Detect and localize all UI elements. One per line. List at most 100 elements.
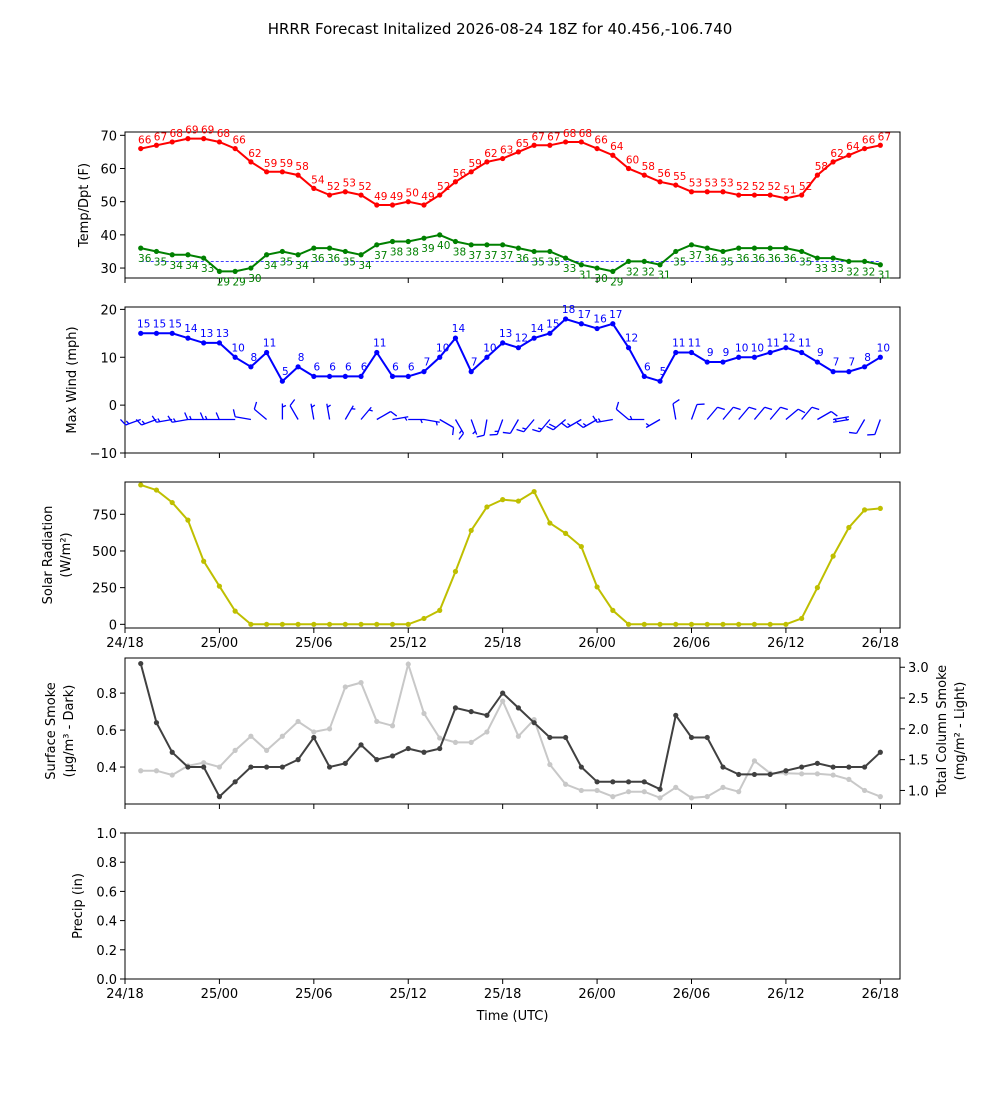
dewpoint-point bbox=[547, 248, 553, 255]
y2-tick-label: 2.5 bbox=[908, 692, 929, 707]
barb-flag bbox=[502, 431, 511, 435]
y-tick-label: 1.0 bbox=[96, 827, 117, 842]
wind-point bbox=[437, 354, 443, 360]
temp-point bbox=[736, 192, 742, 198]
smoke-column-point bbox=[468, 739, 474, 745]
temp-label: 68 bbox=[563, 128, 576, 140]
y-axis-label: Max Wind (mph) bbox=[65, 326, 80, 433]
y2-tick-label: 1.5 bbox=[908, 754, 929, 769]
barb-staff bbox=[833, 418, 850, 423]
temp-label: 55 bbox=[673, 171, 686, 183]
wind-barb bbox=[576, 418, 598, 429]
temp-label: 56 bbox=[657, 168, 671, 180]
barb-half-flag bbox=[458, 429, 463, 434]
plot-frame bbox=[124, 657, 901, 805]
wind-point bbox=[704, 359, 710, 365]
dewpoint-label: 31 bbox=[579, 270, 592, 282]
smoke-surface-point bbox=[153, 720, 160, 726]
barb-staff bbox=[523, 419, 535, 433]
smoke-surface-point bbox=[814, 760, 820, 766]
solar-point bbox=[610, 607, 616, 613]
barb-flag bbox=[452, 427, 455, 436]
temp-label: 49 bbox=[421, 191, 434, 203]
smoke-column-point bbox=[846, 776, 852, 782]
wind-point bbox=[814, 359, 820, 365]
smoke-column-point bbox=[138, 768, 144, 774]
smoke-surface-point bbox=[405, 745, 411, 752]
solar-line bbox=[140, 483, 881, 626]
temp-point bbox=[169, 139, 175, 145]
dewpoint-label: 34 bbox=[358, 260, 372, 272]
solar-point bbox=[547, 520, 553, 526]
wind-point bbox=[326, 373, 333, 380]
dewpoint-point bbox=[232, 268, 238, 274]
temp-label: 66 bbox=[594, 135, 608, 147]
dewpoint-point bbox=[594, 265, 600, 271]
barb-half-flag bbox=[172, 418, 177, 423]
wind-point bbox=[877, 354, 883, 360]
smoke-surface-point bbox=[830, 764, 836, 770]
temp-point bbox=[295, 172, 301, 178]
solar-point bbox=[138, 482, 144, 488]
barb-staff bbox=[376, 410, 391, 421]
barb-half-flag bbox=[582, 422, 587, 427]
barb-flag bbox=[830, 410, 838, 417]
wind-label: 11 bbox=[263, 337, 276, 349]
wind-point bbox=[531, 335, 537, 341]
solar-point bbox=[688, 621, 695, 627]
smoke-column-point bbox=[216, 764, 223, 770]
wind-point bbox=[232, 354, 238, 360]
barb-flag bbox=[733, 406, 741, 411]
smoke-surface-point bbox=[704, 734, 710, 741]
wind-label: 11 bbox=[373, 337, 386, 349]
wind-label: 11 bbox=[798, 337, 811, 349]
barb-staff bbox=[874, 419, 881, 435]
x-tick-label: 25/18 bbox=[484, 636, 521, 651]
smoke-surface-point bbox=[248, 764, 254, 770]
smoke-column-point bbox=[405, 661, 411, 667]
wind-label: 7 bbox=[833, 357, 840, 369]
plot-frame bbox=[124, 306, 901, 454]
barb-staff bbox=[423, 418, 440, 423]
temp-label: 64 bbox=[610, 141, 624, 153]
temp-point bbox=[326, 192, 333, 198]
barb-flag bbox=[546, 425, 554, 431]
temp-point bbox=[610, 152, 616, 158]
wind-barb bbox=[690, 403, 705, 420]
x-tick-label: 26/12 bbox=[767, 987, 804, 1002]
temp-label: 67 bbox=[547, 131, 560, 143]
dewpoint-label: 32 bbox=[846, 266, 859, 278]
x-tick-label: 24/18 bbox=[106, 987, 143, 1002]
x-tick-label: 26/06 bbox=[673, 636, 710, 651]
temp-label: 52 bbox=[767, 181, 780, 193]
wind-barb bbox=[344, 405, 356, 420]
y-tick-label: 0.4 bbox=[96, 915, 117, 930]
temp-label: 69 bbox=[185, 125, 198, 137]
wind-barb bbox=[326, 403, 331, 420]
solar-point bbox=[153, 487, 160, 493]
smoke-column-point bbox=[500, 698, 506, 704]
wind-label: 15 bbox=[153, 318, 166, 330]
temp-point bbox=[861, 145, 868, 152]
solar-point bbox=[311, 621, 317, 627]
solar-point bbox=[861, 507, 868, 513]
solar-point bbox=[264, 621, 270, 627]
wind-point bbox=[720, 359, 726, 365]
barb-flag bbox=[672, 399, 680, 405]
barb-flag bbox=[592, 415, 598, 423]
y-tick-label: 0 bbox=[109, 399, 117, 414]
barb-half-flag bbox=[472, 430, 476, 435]
wind-label: 11 bbox=[672, 337, 685, 349]
temp-label: 56 bbox=[453, 168, 467, 180]
smoke-surface-point bbox=[421, 749, 427, 755]
x-tick-label: 24/18 bbox=[106, 636, 143, 651]
barb-staff bbox=[801, 406, 813, 420]
wind-line bbox=[140, 317, 881, 383]
solar-point bbox=[405, 621, 411, 627]
wind-label: 7 bbox=[424, 357, 431, 369]
temp-label: 64 bbox=[846, 141, 860, 153]
wind-barb bbox=[281, 403, 287, 420]
